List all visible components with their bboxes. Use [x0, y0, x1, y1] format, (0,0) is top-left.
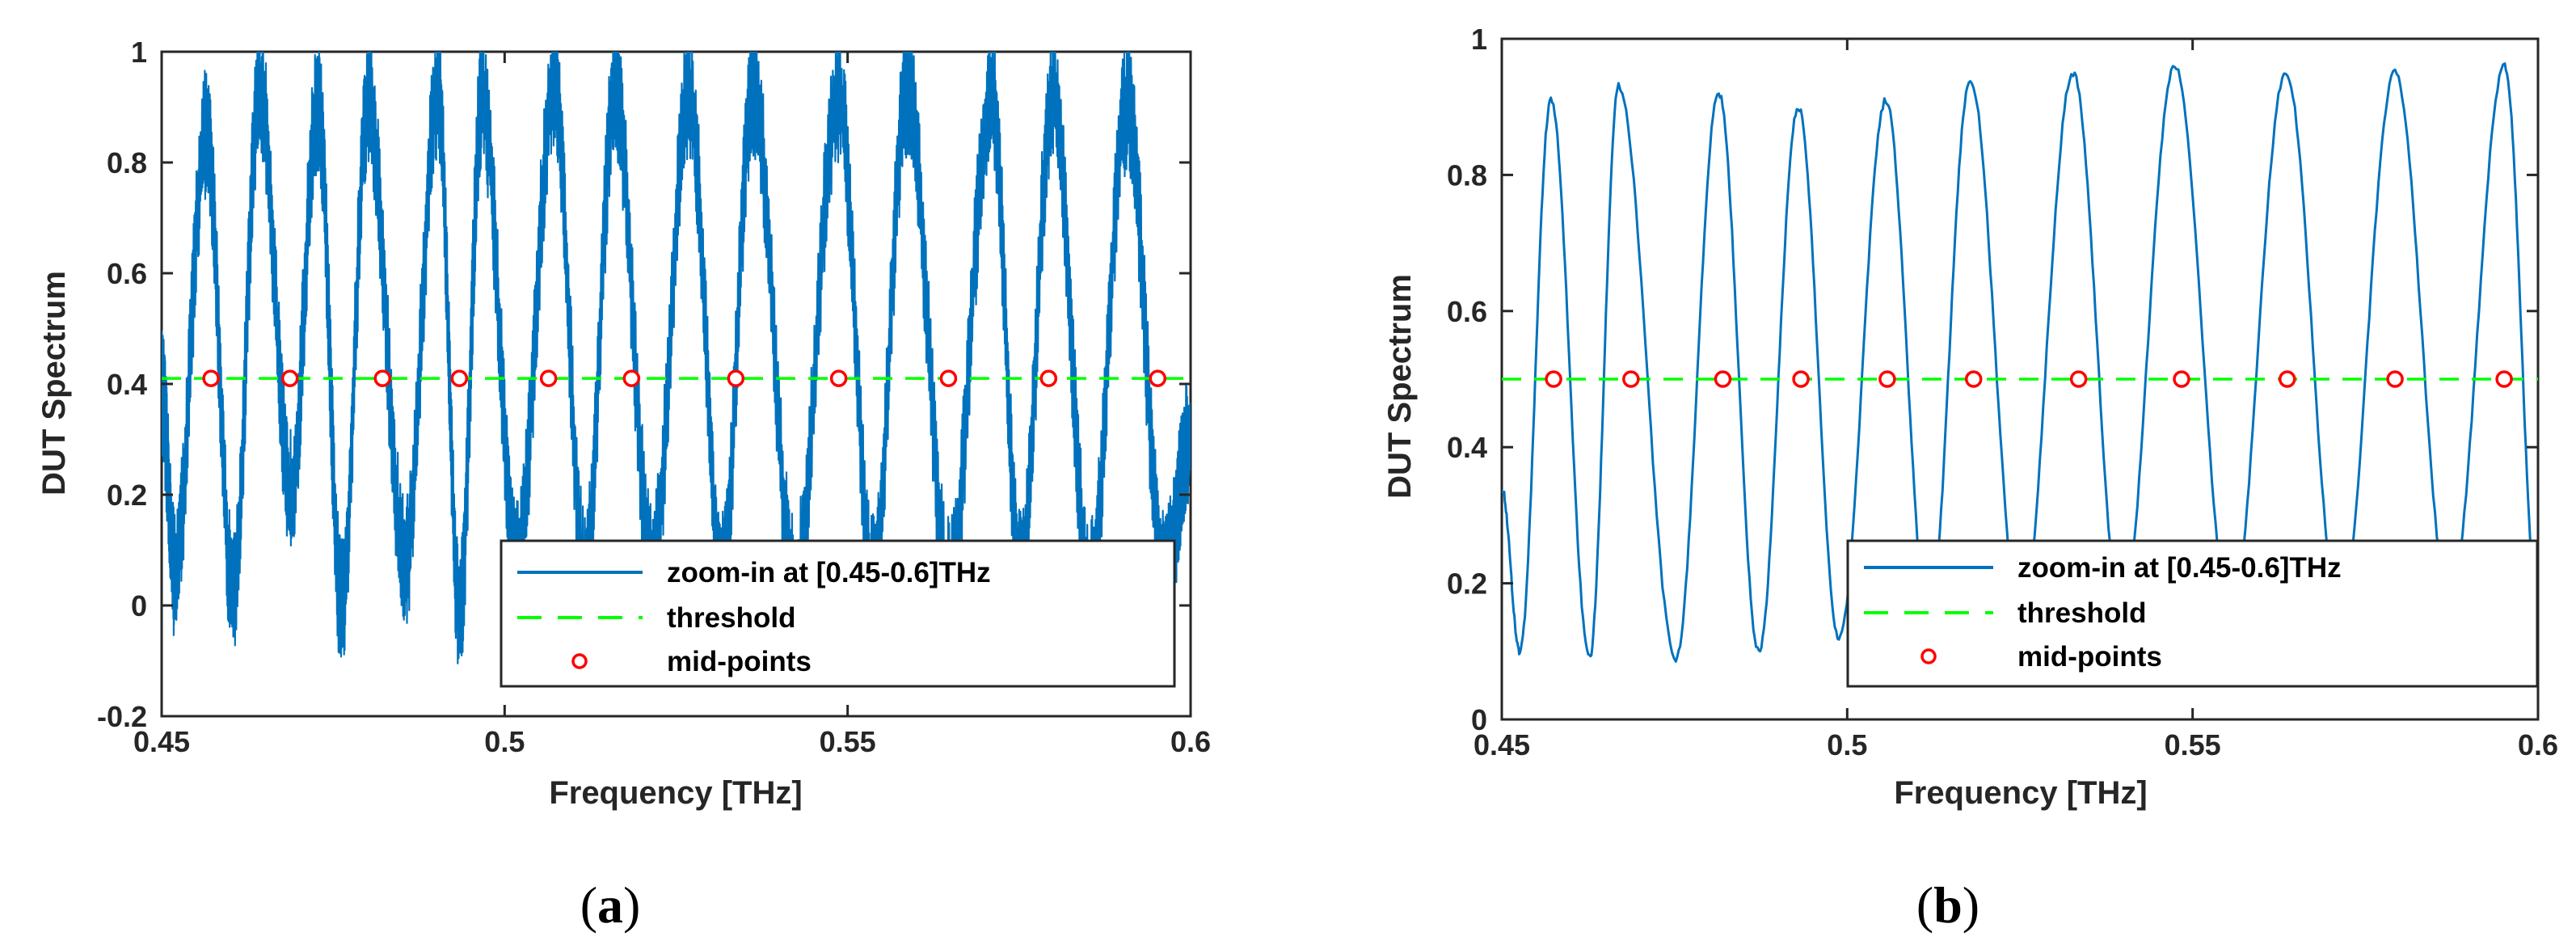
- panel-a: 0.45 0.5 0.55 0.6 -0.2 0 0.2 0.4 0.6 0.8 1 DUT Spe…: [36, 36, 1211, 934]
- series-clip-a: [162, 52, 1191, 664]
- midpoint-marker-b: [1792, 370, 1810, 388]
- caption-b: (b): [1916, 876, 1979, 934]
- x-tick-label-b: 0.6: [2518, 728, 2558, 761]
- midpoint-marker-b: [2069, 370, 2088, 388]
- midpoint-marker-b: [1964, 370, 1983, 388]
- midpoint-marker-a: [1149, 369, 1167, 387]
- midpoint-marker-b: [1622, 370, 1640, 388]
- y-tick-label-a: -0.2: [97, 700, 147, 733]
- series-layer-a: [162, 52, 1191, 664]
- x-tick-label-a: 0.5: [484, 725, 525, 758]
- y-tick-label-b: 0: [1471, 703, 1487, 736]
- midpoint-marker-a: [539, 369, 558, 387]
- y-tick-label-b: 0.4: [1447, 431, 1487, 464]
- legend-label-signal-b: zoom-in at [0.45-0.6]THz: [2017, 552, 2342, 584]
- midpoint-marker-a: [727, 369, 745, 387]
- ylabel-b: DUT Spectrum: [1382, 274, 1418, 499]
- midpoint-marker-a: [280, 369, 299, 387]
- x-tick-label-a: 0.45: [133, 725, 190, 758]
- midpoint-marker-a: [202, 369, 220, 387]
- y-tick-label-b: 0.2: [1447, 567, 1487, 601]
- legend-label-threshold-a: threshold: [667, 602, 795, 634]
- midpoint-marker-b: [1545, 370, 1562, 388]
- midpoint-marker-a: [622, 369, 641, 387]
- legend-box-a: [500, 539, 1176, 688]
- y-tick-label-a: 0.8: [107, 146, 147, 179]
- midpoint-marker-b: [1878, 370, 1896, 388]
- y-tick-label-b: 0.6: [1447, 295, 1487, 328]
- x-tick-label-b: 0.45: [1474, 728, 1530, 761]
- midpoint-marker-a: [829, 369, 848, 387]
- xlabel-b: Frequency [THz]: [1894, 775, 2147, 811]
- legend-a: zoom-in at [0.45-0.6]THz threshold mid-p…: [500, 539, 1176, 688]
- panel-b: 0.45 0.5 0.55 0.6 0 0.2 0.4 0.6 0.8 1 DUT Spectru…: [1382, 23, 2558, 934]
- midpoint-marker-b: [2173, 370, 2190, 388]
- ticks-a: 0.45 0.5 0.55 0.6 -0.2 0 0.2 0.4 0.6 0.8 1: [97, 36, 1211, 758]
- y-tick-label-a: 0: [131, 589, 147, 622]
- midpoint-marker-b: [2279, 370, 2296, 388]
- y-tick-label-a: 0.6: [107, 257, 147, 290]
- midpoint-marker-b: [2495, 370, 2513, 388]
- legend-marker-midpoints-b: [1920, 648, 1937, 664]
- ticks-b: 0.45 0.5 0.55 0.6 0 0.2 0.4 0.6 0.8 1: [1447, 23, 2558, 761]
- x-tick-label-b: 0.55: [2165, 728, 2221, 761]
- legend-label-midpoints-b: mid-points: [2017, 641, 2162, 673]
- x-tick-label-a: 0.6: [1170, 725, 1211, 758]
- y-tick-label-a: 0.4: [107, 368, 147, 401]
- midpoint-marker-a: [450, 369, 469, 387]
- xlabel-a: Frequency [THz]: [549, 775, 802, 811]
- legend-b: zoom-in at [0.45-0.6]THz threshold mid-p…: [1846, 539, 2539, 688]
- y-tick-label-a: 1: [131, 36, 147, 69]
- x-tick-label-a: 0.55: [820, 725, 876, 758]
- x-tick-label-b: 0.5: [1827, 728, 1867, 761]
- midpoint-marker-b: [1714, 370, 1732, 388]
- midpoint-marker-a: [939, 369, 958, 387]
- ylabel-a: DUT Spectrum: [36, 271, 72, 496]
- y-tick-label-b: 0.8: [1447, 158, 1487, 192]
- legend-label-signal-a: zoom-in at [0.45-0.6]THz: [667, 557, 991, 588]
- legend-label-threshold-b: threshold: [2017, 597, 2146, 629]
- midpoint-marker-a: [1039, 369, 1058, 387]
- y-tick-label-b: 1: [1471, 23, 1487, 56]
- midpoint-marker-b: [2386, 370, 2404, 388]
- y-tick-label-a: 0.2: [107, 479, 147, 512]
- midpoint-marker-a: [373, 369, 392, 387]
- caption-a: (a): [580, 876, 641, 934]
- legend-marker-midpoints-a: [571, 653, 588, 669]
- legend-label-midpoints-a: mid-points: [667, 646, 812, 677]
- series-signal-a: [162, 52, 1191, 664]
